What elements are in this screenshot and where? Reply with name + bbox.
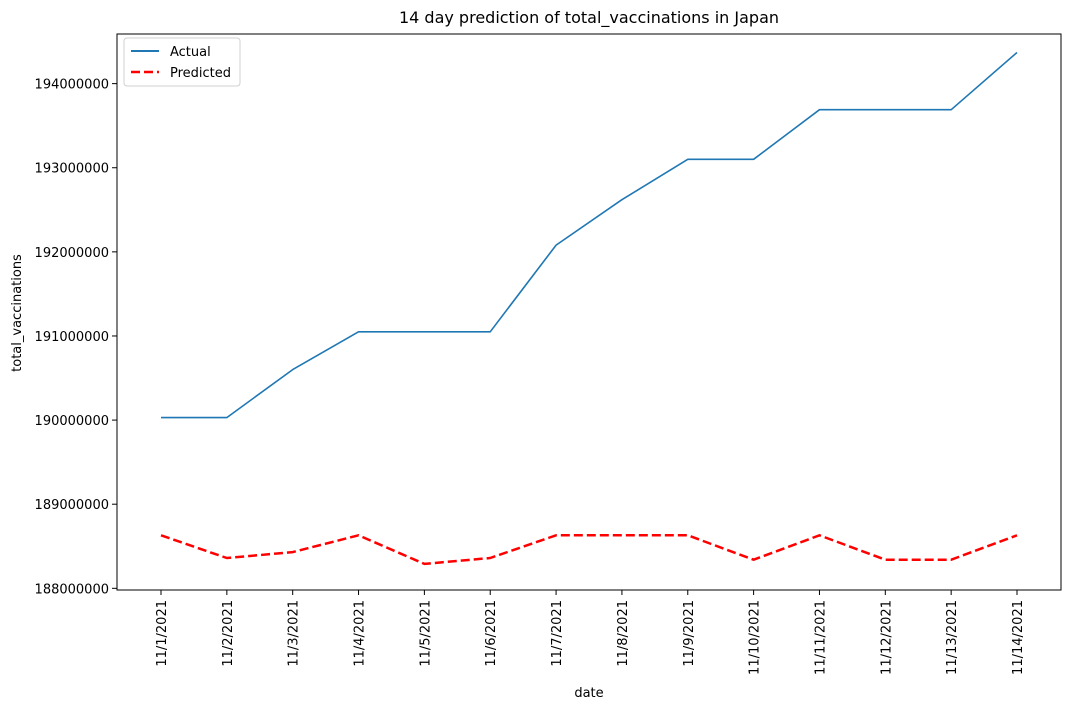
y-tick-label: 193000000: [35, 162, 109, 177]
x-tick-label: 11/2/2021: [221, 600, 236, 667]
x-tick-label: 11/6/2021: [484, 600, 499, 667]
x-axis-label: date: [574, 686, 603, 701]
series-lines: [160, 51, 1018, 566]
x-tick-label: 11/7/2021: [550, 600, 565, 667]
chart-title: 14 day prediction of total_vaccinations …: [399, 8, 779, 28]
series-line-actual: [161, 51, 1018, 419]
x-tick-label: 11/1/2021: [155, 600, 170, 667]
x-tick-label: 11/10/2021: [748, 600, 763, 675]
x-tick-label: 11/3/2021: [287, 600, 302, 667]
y-tick-label: 194000000: [35, 78, 109, 93]
y-tick-label: 191000000: [35, 330, 109, 345]
y-axis-label: total_vaccinations: [10, 254, 25, 372]
plot-frame: [116, 33, 1062, 591]
legend: Actual Predicted: [123, 37, 241, 87]
x-tick-label: 11/11/2021: [813, 600, 828, 675]
x-tick-label: 11/13/2021: [945, 600, 960, 675]
y-tick-label: 190000000: [35, 414, 109, 429]
x-tick-label: 11/5/2021: [418, 600, 433, 667]
axis-ticks: 188000000 189000000 190000000 191000000 1920…: [35, 78, 1026, 675]
y-tick-label: 188000000: [35, 582, 109, 597]
legend-label-predicted: Predicted: [170, 66, 231, 81]
x-tick-label: 11/8/2021: [616, 600, 631, 667]
y-tick-label: 192000000: [35, 246, 109, 261]
x-tick-label: 11/14/2021: [1011, 600, 1026, 675]
legend-label-actual: Actual: [170, 45, 211, 60]
x-tick-label: 11/12/2021: [879, 600, 894, 675]
y-tick-label: 189000000: [35, 498, 109, 513]
series-line-predicted: [160, 534, 1018, 566]
x-tick-label: 11/9/2021: [682, 600, 697, 667]
x-tick-label: 11/4/2021: [353, 600, 368, 667]
